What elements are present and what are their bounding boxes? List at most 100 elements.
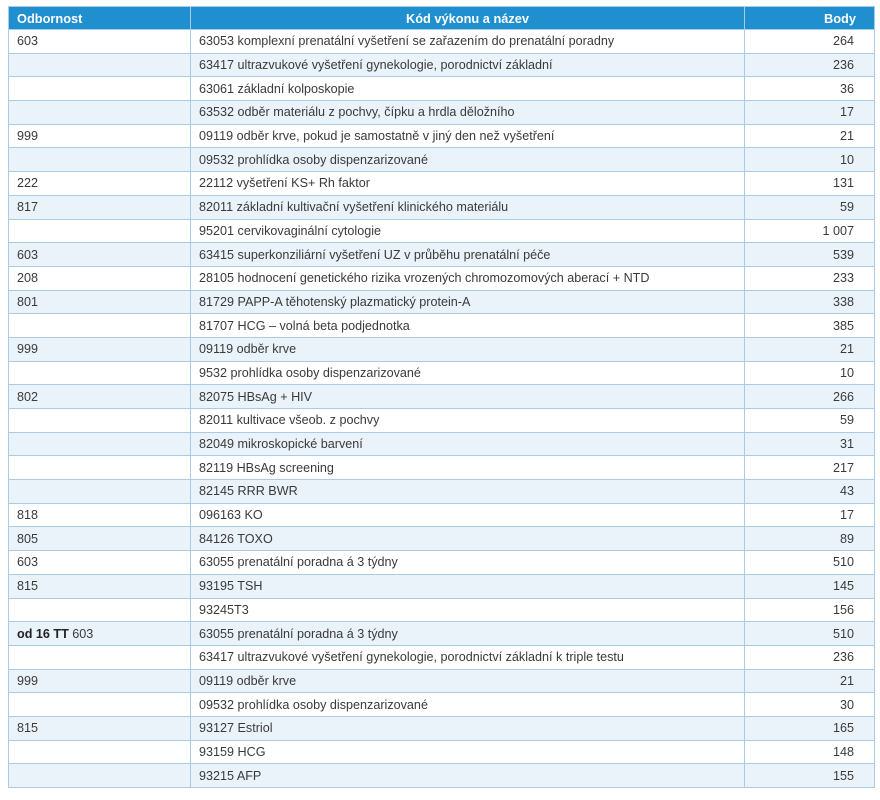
cell-code-name: 82011 základní kultivační vyšetření klin… xyxy=(190,194,745,220)
specialty-code: 815 xyxy=(17,579,39,594)
cell-code-name: 84126 TOXO xyxy=(190,526,745,552)
table-row: 818 096163 KO 17 xyxy=(8,502,875,528)
header-points: Body xyxy=(744,6,875,30)
cell-specialty: 815 xyxy=(8,715,191,741)
table-row: 82049 mikroskopické barvení 31 xyxy=(8,431,875,457)
table-row: 82145 RRR BWR 43 xyxy=(8,479,875,504)
cell-specialty xyxy=(8,218,191,244)
cell-points: 145 xyxy=(744,573,875,599)
cell-points: 21 xyxy=(744,668,875,694)
cell-points: 236 xyxy=(744,52,875,78)
cell-code-name: 93215 AFP xyxy=(190,763,745,788)
cell-code-name: 63417 ultrazvukové vyšetření gynekologie… xyxy=(190,644,745,670)
table-row: 603 63053 komplexní prenatální vyšetření … xyxy=(8,29,875,54)
cell-code-name: 63415 superkonziliární vyšetření UZ v pr… xyxy=(190,242,745,267)
table-row: 815 93195 TSH 145 xyxy=(8,573,875,599)
header-code-name: Kód výkonu a název xyxy=(190,6,745,30)
table-row: 222 22112 vyšetření KS+ Rh faktor 131 xyxy=(8,171,875,196)
cell-points: 36 xyxy=(744,76,875,102)
cell-code-name: 09532 prohlídka osoby dispenzarizované xyxy=(190,147,745,173)
cell-specialty: 815 xyxy=(8,573,191,599)
cell-specialty xyxy=(8,455,191,481)
table-row: 63061 základní kolposkopie 36 xyxy=(8,76,875,102)
cell-code-name: 93195 TSH xyxy=(190,573,745,599)
cell-code-name: 63532 odběr materiálu z pochvy, čípku a … xyxy=(190,100,745,125)
cell-points: 17 xyxy=(744,502,875,528)
cell-code-name: 63053 komplexní prenatální vyšetření se … xyxy=(190,29,745,54)
cell-specialty: 805 xyxy=(8,526,191,552)
cell-code-name: 82119 HBsAg screening xyxy=(190,455,745,481)
cell-points: 156 xyxy=(744,597,875,623)
table-row: 999 09119 odběr krve 21 xyxy=(8,336,875,362)
cell-points: 10 xyxy=(744,147,875,173)
table-row: 09532 prohlídka osoby dispenzarizované 30 xyxy=(8,692,875,717)
specialty-code: 222 xyxy=(17,176,39,191)
cell-points: 385 xyxy=(744,313,875,338)
table-row: 82119 HBsAg screening 217 xyxy=(8,455,875,481)
cell-specialty xyxy=(8,597,191,623)
specialty-code: 208 xyxy=(17,271,39,286)
table-header: Odbornost Kód výkonu a název Body xyxy=(8,6,875,30)
cell-points: 21 xyxy=(744,123,875,149)
cell-specialty: 802 xyxy=(8,384,191,409)
cell-code-name: 95201 cervikovaginální cytologie xyxy=(190,218,745,244)
cell-specialty xyxy=(8,763,191,788)
cell-specialty xyxy=(8,52,191,78)
cell-specialty: 603 xyxy=(8,242,191,267)
cell-code-name: 09532 prohlídka osoby dispenzarizované xyxy=(190,692,745,717)
specialty-code: 818 xyxy=(17,508,39,523)
specialty-code: 805 xyxy=(17,531,39,546)
cell-specialty xyxy=(8,739,191,765)
cell-points: 30 xyxy=(744,692,875,717)
cell-points: 43 xyxy=(744,479,875,504)
specialty-code: 802 xyxy=(17,389,39,404)
header-specialty: Odbornost xyxy=(8,6,191,30)
specialty-code: 603 xyxy=(17,34,39,49)
cell-specialty: 208 xyxy=(8,265,191,291)
table-row: 9532 prohlídka osoby dispenzarizované 10 xyxy=(8,360,875,386)
cell-code-name: 93127 Estriol xyxy=(190,715,745,741)
cell-code-name: 82049 mikroskopické barvení xyxy=(190,431,745,457)
cell-points: 539 xyxy=(744,242,875,267)
table-body: 603 63053 komplexní prenatální vyšetření … xyxy=(8,29,875,788)
cell-specialty xyxy=(8,313,191,338)
cell-code-name: 81707 HCG – volná beta podjednotka xyxy=(190,313,745,338)
cell-specialty xyxy=(8,147,191,173)
cell-points: 233 xyxy=(744,265,875,291)
cell-specialty xyxy=(8,431,191,457)
cell-code-name: 93159 HCG xyxy=(190,739,745,765)
cell-specialty: 999 xyxy=(8,123,191,149)
cell-specialty xyxy=(8,479,191,504)
table-row: 81707 HCG – volná beta podjednotka 385 xyxy=(8,313,875,338)
cell-points: 59 xyxy=(744,194,875,220)
cell-points: 131 xyxy=(744,171,875,196)
cell-code-name: 09119 odběr krve, pokud je samostatně v … xyxy=(190,123,745,149)
header-row: Odbornost Kód výkonu a název Body xyxy=(8,6,875,30)
cell-specialty: 999 xyxy=(8,668,191,694)
cell-points: 236 xyxy=(744,644,875,670)
cell-specialty xyxy=(8,76,191,102)
table-row: 63417 ultrazvukové vyšetření gynekologie… xyxy=(8,644,875,670)
cell-specialty: 999 xyxy=(8,336,191,362)
cell-specialty: 818 xyxy=(8,502,191,528)
table-row: 63532 odběr materiálu z pochvy, čípku a … xyxy=(8,100,875,125)
cell-code-name: 93245T3 xyxy=(190,597,745,623)
specialty-code: 999 xyxy=(17,129,39,144)
cell-code-name: 82145 RRR BWR xyxy=(190,479,745,504)
table-row: 999 09119 odběr krve 21 xyxy=(8,668,875,694)
table-row: 603 63055 prenatální poradna á 3 týdny 510 xyxy=(8,550,875,575)
specialty-code: 999 xyxy=(17,342,39,357)
cell-points: 148 xyxy=(744,739,875,765)
cell-points: 264 xyxy=(744,29,875,54)
cell-code-name: 28105 hodnocení genetického rizika vroze… xyxy=(190,265,745,291)
table-row: 208 28105 hodnocení genetického rizika vr… xyxy=(8,265,875,291)
table-row: 09532 prohlídka osoby dispenzarizované 10 xyxy=(8,147,875,173)
specialty-code: 603 xyxy=(17,247,39,262)
cell-points: 59 xyxy=(744,408,875,433)
cell-code-name: 63417 ultrazvukové vyšetření gynekologie… xyxy=(190,52,745,78)
cell-points: 31 xyxy=(744,431,875,457)
table-row: 802 82075 HBsAg + HIV 266 xyxy=(8,384,875,409)
cell-specialty xyxy=(8,408,191,433)
table-row: 805 84126 TOXO 89 xyxy=(8,526,875,552)
specialty-code: 999 xyxy=(17,673,39,688)
